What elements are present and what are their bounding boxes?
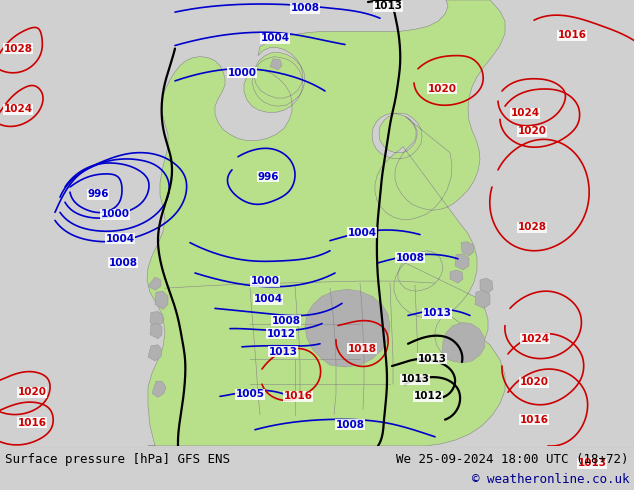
Text: 1013: 1013 [373, 1, 403, 11]
Text: 1024: 1024 [521, 334, 550, 343]
Text: 1020: 1020 [519, 377, 548, 387]
Polygon shape [155, 291, 168, 309]
Polygon shape [147, 0, 505, 446]
Text: 1016: 1016 [18, 417, 46, 428]
Polygon shape [461, 242, 474, 256]
Text: 1004: 1004 [347, 227, 377, 238]
Text: 1013: 1013 [401, 374, 429, 384]
Text: 1000: 1000 [250, 276, 280, 286]
Text: 1008: 1008 [271, 316, 301, 325]
Text: 1016: 1016 [519, 415, 548, 425]
Polygon shape [475, 290, 490, 308]
Text: 1012: 1012 [413, 392, 443, 401]
Text: 1008: 1008 [335, 419, 365, 430]
Polygon shape [442, 322, 485, 363]
Text: 1024: 1024 [3, 104, 32, 114]
Text: 1008: 1008 [290, 3, 320, 13]
Text: 1000: 1000 [101, 209, 129, 220]
Text: 1020: 1020 [427, 84, 456, 94]
Text: 1004: 1004 [254, 294, 283, 304]
Text: © weatheronline.co.uk: © weatheronline.co.uk [472, 473, 629, 487]
Text: 1000: 1000 [228, 68, 257, 78]
Polygon shape [450, 270, 463, 283]
Polygon shape [150, 323, 162, 339]
Polygon shape [455, 254, 469, 270]
Text: 1004: 1004 [261, 33, 290, 44]
Text: 1020: 1020 [517, 126, 547, 136]
Text: 1013: 1013 [269, 347, 297, 357]
Text: 1004: 1004 [105, 234, 134, 244]
Text: 1018: 1018 [347, 344, 377, 354]
Text: 996: 996 [87, 189, 109, 199]
Text: 1008: 1008 [396, 253, 425, 263]
Text: 1024: 1024 [510, 108, 540, 118]
Text: 1028: 1028 [517, 222, 547, 232]
Text: 1013: 1013 [422, 308, 451, 318]
Text: 1020: 1020 [18, 387, 46, 397]
Polygon shape [305, 289, 390, 367]
Text: 1013: 1013 [418, 354, 446, 364]
Text: 1028: 1028 [4, 44, 32, 53]
Text: Surface pressure [hPa] GFS ENS: Surface pressure [hPa] GFS ENS [5, 453, 230, 466]
Polygon shape [152, 381, 166, 397]
Text: 996: 996 [257, 172, 279, 182]
Text: 1016: 1016 [557, 30, 586, 40]
Polygon shape [270, 59, 282, 70]
Polygon shape [148, 277, 161, 290]
Text: We 25-09-2024 18:00 UTC (18+72): We 25-09-2024 18:00 UTC (18+72) [396, 453, 629, 466]
Text: 1016: 1016 [283, 392, 313, 401]
Polygon shape [148, 345, 162, 361]
Text: 1013: 1013 [578, 458, 607, 468]
Text: 1012: 1012 [266, 329, 295, 339]
Polygon shape [150, 312, 163, 327]
Polygon shape [480, 278, 493, 293]
Text: 1008: 1008 [108, 258, 138, 268]
Text: 1005: 1005 [235, 390, 264, 399]
